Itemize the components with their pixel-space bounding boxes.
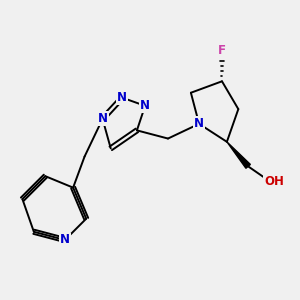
Text: N: N — [117, 91, 127, 104]
Polygon shape — [227, 142, 250, 168]
Text: N: N — [194, 117, 204, 130]
Text: N: N — [98, 112, 108, 125]
Text: N: N — [140, 99, 150, 112]
Text: N: N — [60, 233, 70, 247]
Text: F: F — [218, 44, 226, 57]
Text: OH: OH — [264, 175, 284, 188]
